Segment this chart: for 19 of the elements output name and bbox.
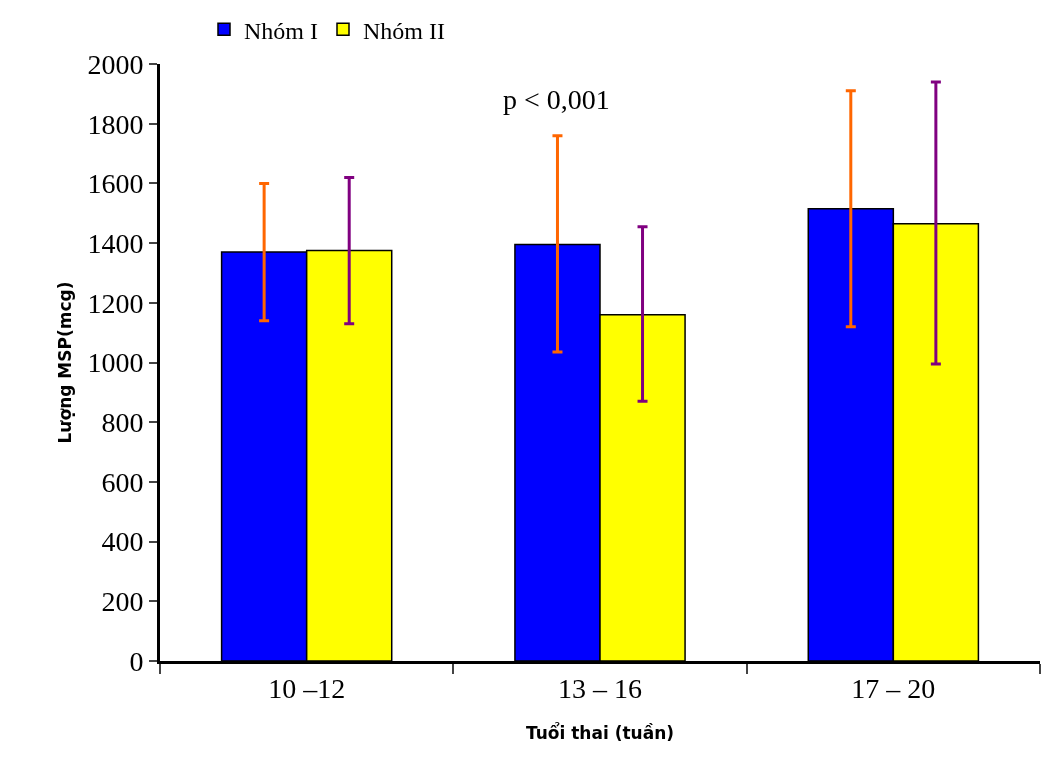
y-tick-label: 200 bbox=[101, 586, 144, 618]
x-tick-label: 10 –12 bbox=[268, 672, 346, 704]
y-tick-label: 1600 bbox=[87, 168, 144, 200]
y-tick-label: 0 bbox=[129, 645, 144, 677]
y-tick-label: 1400 bbox=[87, 227, 144, 259]
y-tick-label: 400 bbox=[101, 526, 144, 558]
x-tick-label: 13 – 16 bbox=[558, 672, 642, 704]
y-tick-label: 1800 bbox=[87, 108, 144, 140]
x-axis-title: Tuổi thai (tuần) bbox=[525, 722, 675, 743]
x-tick-label: 17 – 20 bbox=[851, 672, 936, 704]
y-tick-label: 600 bbox=[101, 466, 144, 498]
y-tick-label: 1200 bbox=[87, 287, 144, 319]
y-tick-label: 1000 bbox=[87, 347, 144, 379]
annotation: p < 0,001 bbox=[503, 84, 610, 115]
y-axis-title: Lượng MSP(mcg) bbox=[54, 281, 75, 444]
legend-label: Nhóm II bbox=[363, 17, 445, 44]
legend-label: Nhóm I bbox=[244, 17, 318, 44]
y-tick-label: 2000 bbox=[87, 48, 144, 80]
y-tick-label: 800 bbox=[101, 407, 144, 438]
